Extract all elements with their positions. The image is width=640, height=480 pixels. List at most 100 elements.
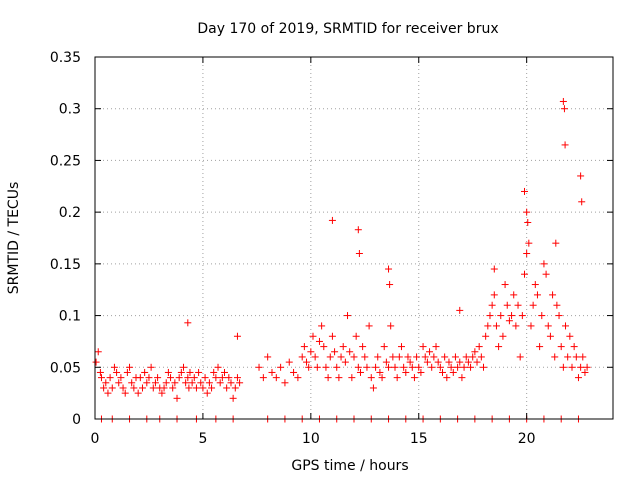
- data-point: [505, 317, 513, 325]
- data-point: [184, 374, 192, 382]
- data-point: [333, 363, 341, 371]
- data-point: [130, 384, 138, 392]
- x-tick-label: 0: [91, 431, 100, 447]
- data-point: [549, 291, 557, 299]
- data-point: [372, 363, 380, 371]
- data-point: [115, 379, 123, 387]
- data-point: [359, 343, 367, 351]
- data-point: [121, 389, 129, 397]
- data-point: [480, 363, 487, 371]
- data-point: [419, 343, 427, 351]
- data-point: [387, 322, 395, 330]
- data-point: [259, 374, 267, 382]
- data-point: [374, 353, 382, 361]
- data-point: [335, 374, 343, 382]
- data-point: [426, 348, 434, 356]
- data-point: [169, 384, 177, 392]
- data-point: [216, 379, 224, 387]
- data-point: [102, 379, 110, 387]
- data-point: [123, 368, 131, 376]
- data-point: [186, 368, 194, 376]
- data-point: [145, 374, 153, 382]
- data-point: [104, 389, 112, 397]
- data-point: [205, 379, 213, 387]
- data-point: [126, 363, 134, 371]
- data-point: [355, 250, 363, 258]
- data-point: [113, 368, 121, 376]
- data-point: [328, 216, 336, 224]
- data-point: [315, 337, 323, 345]
- data-point: [430, 353, 438, 361]
- x-axis: 0 5 10 15 20: [91, 57, 536, 447]
- data-point: [281, 379, 289, 387]
- data-point: [119, 384, 127, 392]
- data-point: [514, 301, 522, 309]
- data-point: [167, 374, 175, 382]
- data-point: [192, 384, 200, 392]
- data-point: [305, 363, 313, 371]
- data-point: [501, 281, 509, 289]
- data-point: [352, 332, 360, 340]
- data-point: [432, 343, 440, 351]
- data-point: [521, 270, 529, 278]
- data-point: [337, 353, 345, 361]
- data-point: [523, 208, 531, 216]
- data-point: [229, 394, 237, 402]
- data-point: [546, 332, 554, 340]
- data-point: [447, 363, 455, 371]
- data-point: [436, 363, 444, 371]
- data-point: [527, 322, 535, 330]
- data-point: [311, 353, 319, 361]
- data-point: [413, 353, 421, 361]
- data-point: [555, 312, 563, 320]
- data-point: [160, 384, 168, 392]
- data-point: [277, 363, 285, 371]
- plot-frame: [94, 56, 614, 420]
- data-point: [182, 379, 190, 387]
- data-point: [361, 353, 369, 361]
- data-points: [92, 97, 591, 423]
- data-point: [151, 379, 159, 387]
- data-point: [524, 218, 532, 226]
- data-point: [559, 363, 567, 371]
- data-point: [378, 374, 386, 382]
- data-point: [354, 363, 362, 371]
- data-point: [328, 332, 336, 340]
- data-point: [356, 368, 364, 376]
- data-point: [421, 353, 429, 361]
- data-point: [510, 291, 518, 299]
- data-point: [564, 353, 572, 361]
- data-point: [96, 368, 104, 376]
- data-point: [475, 343, 483, 351]
- data-point: [324, 374, 332, 382]
- data-point: [367, 374, 375, 382]
- data-point: [97, 374, 105, 382]
- data-point: [490, 291, 498, 299]
- data-point: [177, 368, 185, 376]
- data-point: [583, 363, 591, 371]
- data-point: [298, 353, 306, 361]
- data-point: [218, 374, 226, 382]
- data-point: [449, 368, 457, 376]
- data-point: [469, 353, 477, 361]
- data-point: [326, 353, 334, 361]
- data-point: [184, 319, 192, 327]
- data-point: [495, 343, 503, 351]
- data-point: [175, 374, 183, 382]
- x-tick-label: 15: [410, 431, 428, 447]
- y-tick-label: 0.35: [50, 50, 81, 66]
- data-point: [445, 358, 453, 366]
- data-point: [559, 97, 567, 105]
- data-point: [149, 384, 157, 392]
- data-point: [557, 343, 565, 351]
- data-point: [397, 343, 405, 351]
- data-point: [492, 322, 500, 330]
- data-point: [197, 379, 205, 387]
- data-point: [307, 348, 315, 356]
- data-point: [508, 312, 516, 320]
- data-point: [458, 374, 466, 382]
- data-point: [454, 363, 462, 371]
- data-point: [386, 281, 394, 289]
- data-point: [195, 368, 203, 376]
